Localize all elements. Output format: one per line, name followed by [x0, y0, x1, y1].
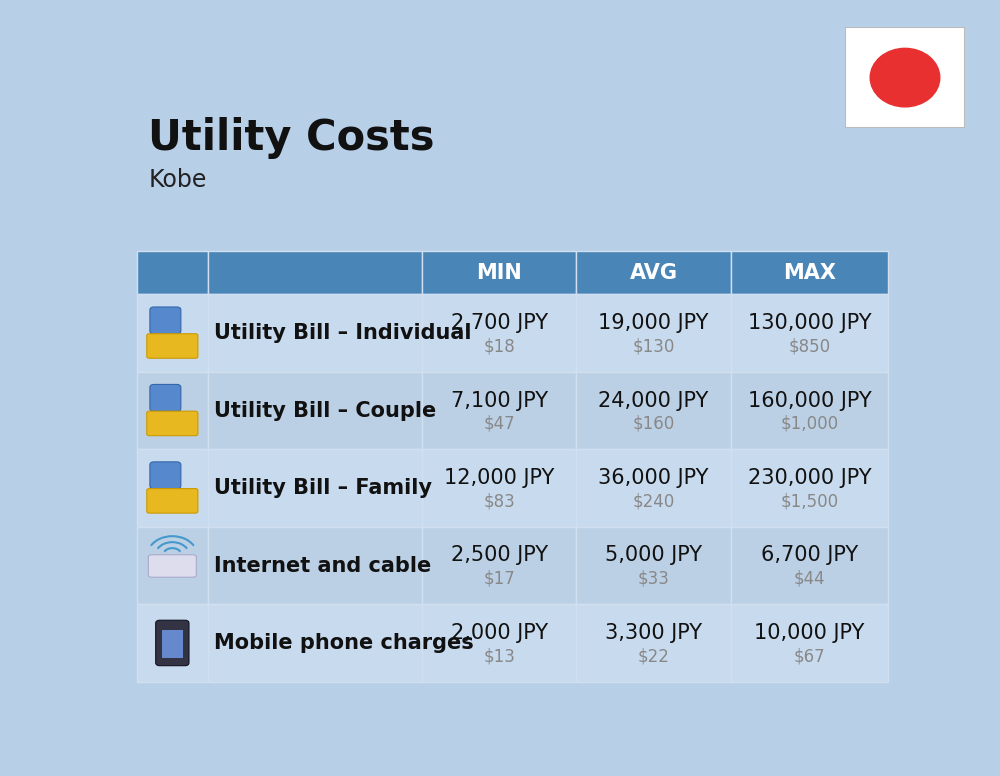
Bar	[422, 294, 576, 372]
Text: $83: $83	[483, 492, 515, 511]
Text: $33: $33	[638, 570, 669, 587]
FancyBboxPatch shape	[162, 629, 183, 658]
Bar	[208, 449, 422, 527]
Text: MIN: MIN	[476, 263, 522, 283]
Bar	[576, 251, 731, 294]
Bar	[731, 527, 888, 605]
Bar	[422, 527, 576, 605]
FancyBboxPatch shape	[156, 620, 189, 666]
Text: $240: $240	[632, 492, 675, 511]
Text: 5,000 JPY: 5,000 JPY	[605, 546, 702, 566]
Text: $67: $67	[794, 647, 825, 665]
Bar	[731, 372, 888, 449]
Text: 36,000 JPY: 36,000 JPY	[598, 468, 709, 488]
Text: Utility Bill – Couple: Utility Bill – Couple	[214, 400, 436, 421]
Bar	[422, 449, 576, 527]
Circle shape	[870, 48, 940, 107]
Text: 24,000 JPY: 24,000 JPY	[598, 390, 709, 411]
Text: 2,700 JPY: 2,700 JPY	[451, 314, 548, 333]
Bar	[576, 605, 731, 681]
Bar	[576, 527, 731, 605]
Text: Internet and cable: Internet and cable	[214, 556, 431, 576]
Text: $17: $17	[483, 570, 515, 587]
Bar	[137, 605, 208, 681]
Text: $130: $130	[632, 338, 675, 355]
Text: $1,000: $1,000	[780, 415, 839, 433]
Text: 2,000 JPY: 2,000 JPY	[451, 623, 548, 643]
FancyBboxPatch shape	[150, 384, 181, 411]
Text: 6,700 JPY: 6,700 JPY	[761, 546, 858, 566]
Bar	[422, 372, 576, 449]
Text: 12,000 JPY: 12,000 JPY	[444, 468, 555, 488]
Bar	[137, 294, 208, 372]
Bar	[576, 449, 731, 527]
Bar	[137, 449, 208, 527]
Bar	[731, 605, 888, 681]
FancyBboxPatch shape	[147, 334, 198, 359]
Bar	[576, 372, 731, 449]
Bar	[208, 372, 422, 449]
Text: Kobe: Kobe	[148, 168, 207, 192]
Text: 10,000 JPY: 10,000 JPY	[754, 623, 865, 643]
Bar	[137, 251, 208, 294]
Text: $44: $44	[794, 570, 825, 587]
FancyBboxPatch shape	[150, 462, 181, 489]
Bar	[208, 251, 422, 294]
Bar	[137, 372, 208, 449]
Text: MAX: MAX	[783, 263, 836, 283]
Text: 160,000 JPY: 160,000 JPY	[748, 390, 871, 411]
FancyBboxPatch shape	[147, 489, 198, 513]
Text: $160: $160	[632, 415, 675, 433]
Text: Utility Bill – Individual: Utility Bill – Individual	[214, 323, 472, 343]
Bar	[137, 527, 208, 605]
Text: 130,000 JPY: 130,000 JPY	[748, 314, 871, 333]
Bar	[731, 449, 888, 527]
Bar	[731, 251, 888, 294]
Text: $1,500: $1,500	[780, 492, 839, 511]
Text: $18: $18	[483, 338, 515, 355]
FancyBboxPatch shape	[147, 411, 198, 435]
Text: $47: $47	[484, 415, 515, 433]
Bar	[731, 294, 888, 372]
Text: Mobile phone charges: Mobile phone charges	[214, 633, 474, 653]
Text: $22: $22	[638, 647, 669, 665]
Text: $13: $13	[483, 647, 515, 665]
Text: Utility Bill – Family: Utility Bill – Family	[214, 478, 432, 498]
Text: 7,100 JPY: 7,100 JPY	[451, 390, 548, 411]
Text: AVG: AVG	[629, 263, 677, 283]
Text: 230,000 JPY: 230,000 JPY	[748, 468, 871, 488]
Bar	[422, 251, 576, 294]
Bar	[208, 527, 422, 605]
Text: 19,000 JPY: 19,000 JPY	[598, 314, 709, 333]
Bar	[208, 605, 422, 681]
Bar	[422, 605, 576, 681]
FancyBboxPatch shape	[150, 307, 181, 334]
FancyBboxPatch shape	[148, 555, 196, 577]
Text: $850: $850	[788, 338, 831, 355]
Text: 2,500 JPY: 2,500 JPY	[451, 546, 548, 566]
Text: 3,300 JPY: 3,300 JPY	[605, 623, 702, 643]
Text: Utility Costs: Utility Costs	[148, 117, 435, 159]
Bar	[208, 294, 422, 372]
Bar	[576, 294, 731, 372]
